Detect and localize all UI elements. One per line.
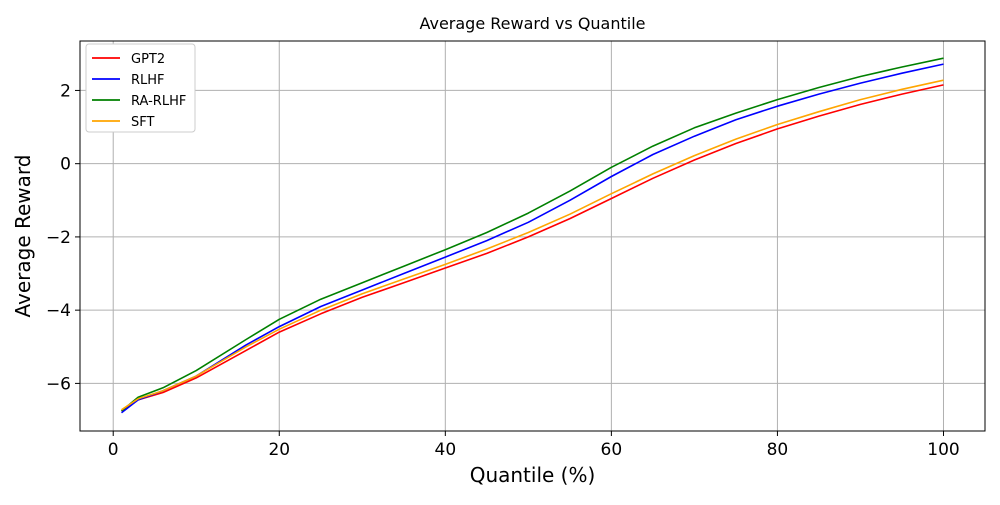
legend-label: RA-RLHF xyxy=(131,94,186,109)
y-tick-label: −6 xyxy=(46,374,71,394)
series-lines xyxy=(120,57,944,414)
series-line-gpt2 xyxy=(121,84,944,412)
x-tick-label: 40 xyxy=(435,440,457,460)
legend: GPT2 RLHF RA-RLHF SFT xyxy=(85,43,196,133)
x-axis-ticks: 0 20 40 60 80 100 xyxy=(108,431,960,460)
x-axis-label: Quantile (%) xyxy=(470,463,596,487)
y-tick-label: −2 xyxy=(46,228,71,248)
x-tick-label: 20 xyxy=(268,440,290,460)
legend-label: RLHF xyxy=(131,73,165,88)
chart-title: Average Reward vs Quantile xyxy=(419,14,645,33)
series-line-rlhf xyxy=(121,63,944,414)
plot-frame xyxy=(79,40,986,432)
series-line-ra-rlhf xyxy=(120,57,944,412)
legend-label: GPT2 xyxy=(131,52,165,67)
legend-box xyxy=(85,43,196,133)
y-tick-label: 0 xyxy=(60,155,71,175)
x-tick-label: 100 xyxy=(927,440,959,460)
y-axis-label: Average Reward xyxy=(11,155,35,318)
series-line-sft xyxy=(121,79,944,411)
legend-label: SFT xyxy=(131,115,155,130)
y-tick-label: −4 xyxy=(46,301,71,321)
y-axis-ticks: −6 −4 −2 0 2 xyxy=(46,81,80,394)
y-tick-label: 2 xyxy=(60,81,71,101)
x-tick-label: 80 xyxy=(767,440,789,460)
x-tick-label: 60 xyxy=(601,440,623,460)
x-tick-label: 0 xyxy=(108,440,119,460)
